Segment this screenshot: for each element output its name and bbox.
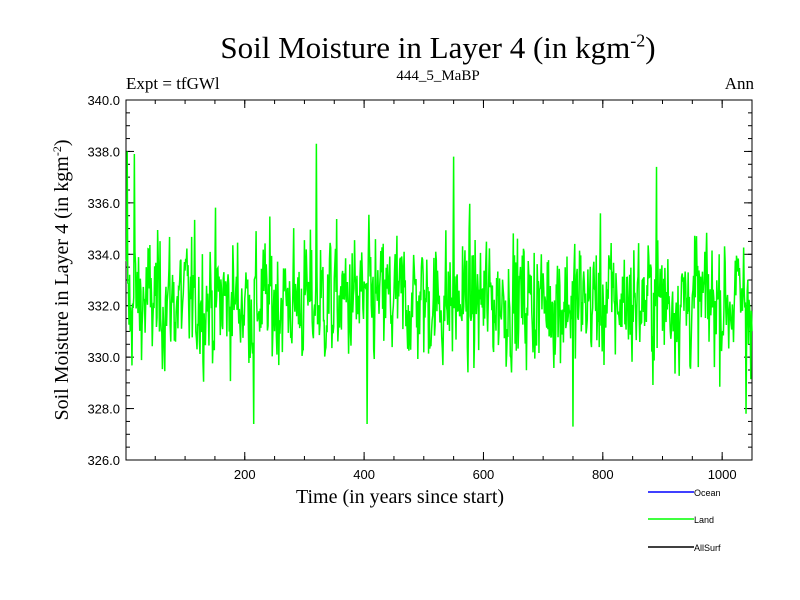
y-axis-title: Soil Moisture in Layer 4 (in kgm-2) <box>50 139 73 420</box>
legend-land-label: Land <box>694 515 714 525</box>
y-tick-label: 336.0 <box>87 196 120 211</box>
y-tick-label: 326.0 <box>87 453 120 468</box>
series-land-line <box>125 143 753 427</box>
x-tick-label: 800 <box>592 467 614 482</box>
x-tick-label: 1000 <box>708 467 737 482</box>
y-tick-label: 328.0 <box>87 402 120 417</box>
x-axis: 200 400 600 800 1000 <box>154 100 737 482</box>
y-tick-label: 334.0 <box>87 247 120 262</box>
y-tick-label: 338.0 <box>87 144 120 159</box>
experiment-label: Expt = tfGWl <box>126 74 220 93</box>
legend: Ocean Land AllSurf <box>648 488 721 553</box>
y-tick-label: 330.0 <box>87 350 120 365</box>
y-axis: 326.0 328.0 330.0 332.0 334.0 336.0 338.0 340.0 <box>87 93 752 468</box>
y-tick-label: 332.0 <box>87 299 120 314</box>
legend-ocean-label: Ocean <box>694 488 721 498</box>
legend-allsurf-label: AllSurf <box>694 543 721 553</box>
chart-title: Soil Moisture in Layer 4 (in kgm-2) <box>220 30 656 65</box>
x-axis-title: Time (in years since start) <box>296 486 504 508</box>
x-tick-label: 400 <box>353 467 375 482</box>
x-tick-label: 600 <box>473 467 495 482</box>
period-label: 444_5_MaBP <box>396 68 480 84</box>
x-tick-label: 200 <box>234 467 256 482</box>
season-label: Ann <box>724 74 754 93</box>
y-tick-label: 340.0 <box>87 93 120 108</box>
